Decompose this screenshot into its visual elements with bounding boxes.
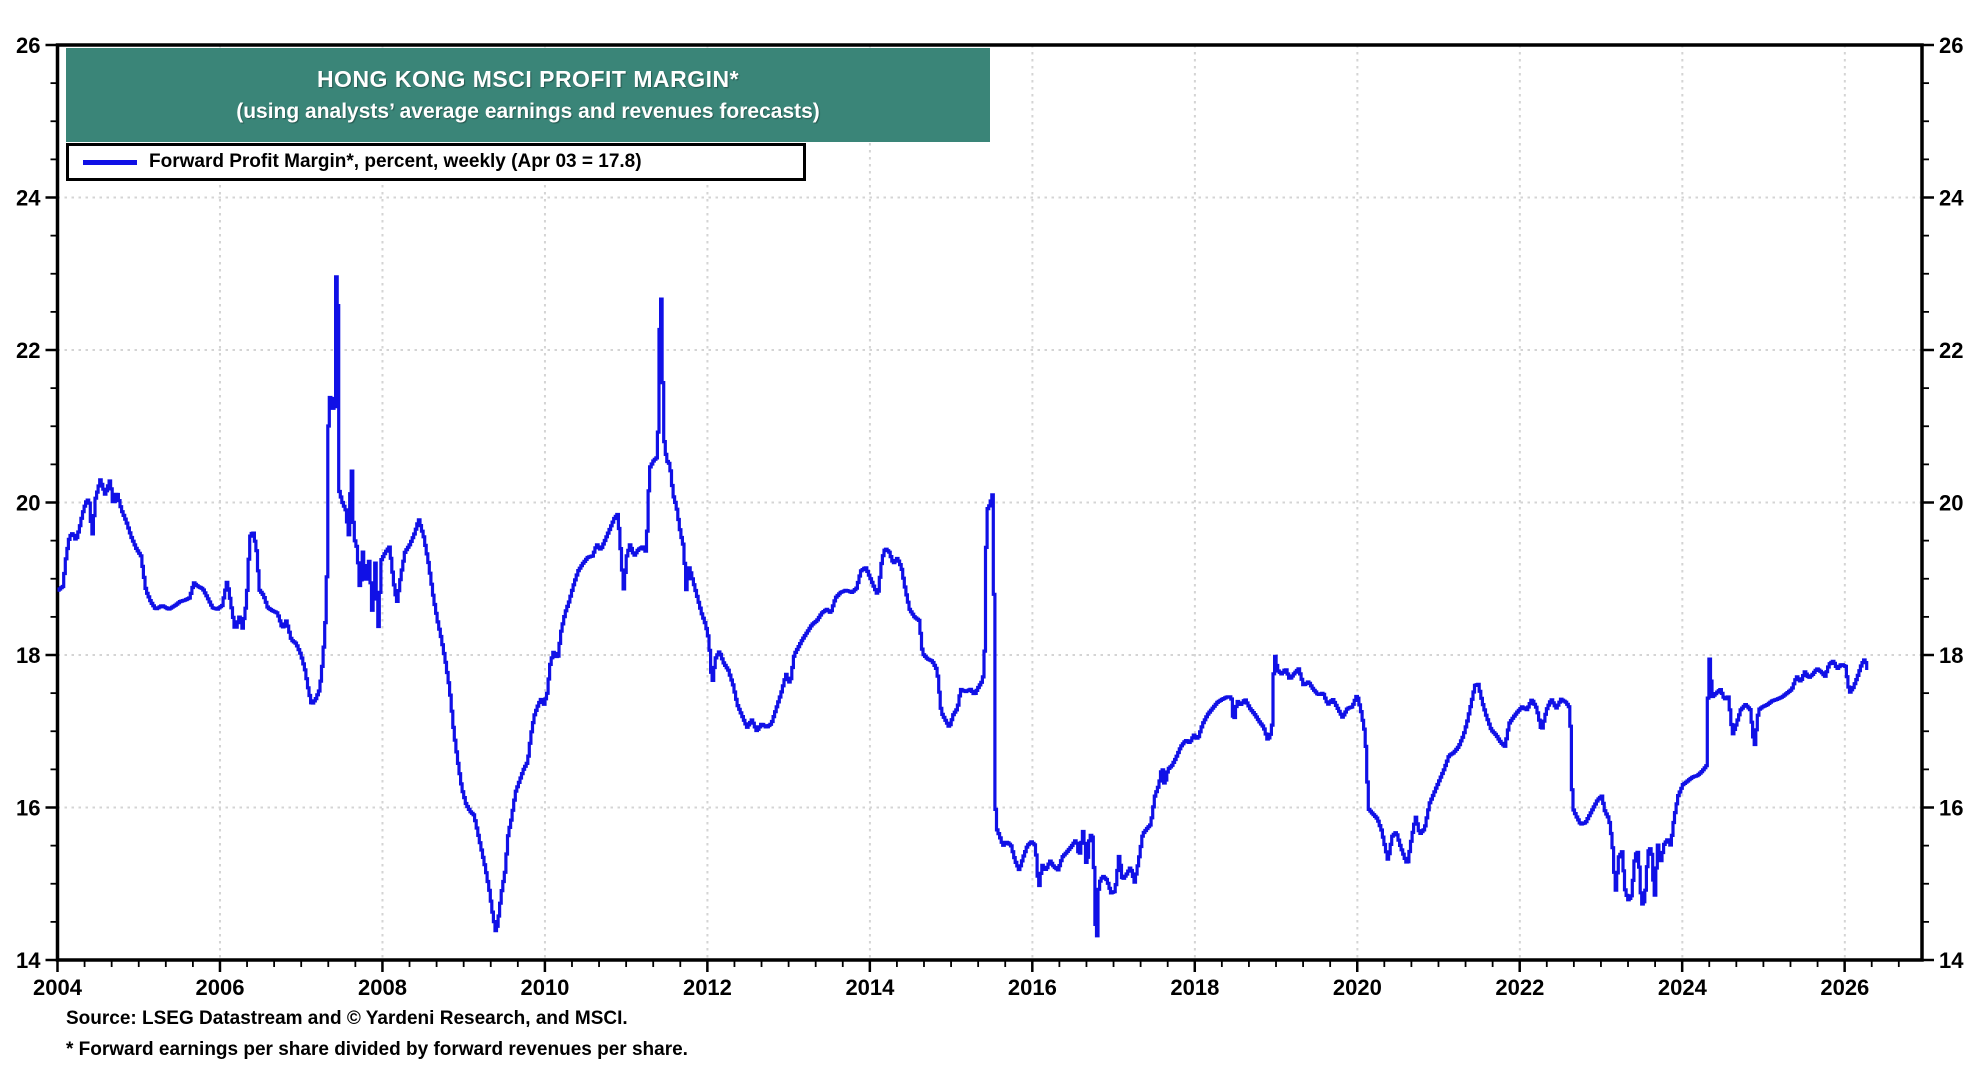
y-axis-label-left: 14: [16, 948, 41, 973]
x-axis-label: 2022: [1495, 975, 1544, 1000]
y-axis-label-right: 20: [1939, 491, 1963, 516]
x-axis-label: 2026: [1820, 975, 1869, 1000]
y-axis-label-left: 20: [16, 491, 40, 516]
legend-line-swatch: [83, 159, 137, 165]
chart-title: HONG KONG MSCI PROFIT MARGIN*: [316, 66, 740, 92]
x-axis-label: 2014: [845, 975, 895, 1000]
chart-subtitle: (using analysts’ average earnings and re…: [236, 100, 820, 123]
y-axis-label-right: 16: [1939, 796, 1963, 821]
x-axis-label: 2010: [520, 975, 569, 1000]
y-axis-label-right: 14: [1939, 948, 1964, 973]
source-text: Source: LSEG Datastream and © Yardeni Re…: [66, 1008, 628, 1029]
y-axis-label-left: 18: [16, 643, 40, 668]
legend-label: Forward Profit Margin*, percent, weekly …: [149, 151, 642, 172]
y-axis-label-right: 24: [1939, 186, 1964, 211]
legend: Forward Profit Margin*, percent, weekly …: [66, 143, 806, 181]
plot-frame: [55, 43, 1924, 962]
x-axis-label: 2012: [683, 975, 732, 1000]
y-axis-label-right: 18: [1939, 643, 1963, 668]
y-axis-label-left: 26: [16, 33, 40, 58]
forward-profit-margin-line: [57, 275, 1869, 938]
x-axis-label: 2020: [1333, 975, 1382, 1000]
y-axis-label-right: 26: [1939, 33, 1963, 58]
y-axis-label-right: 22: [1939, 338, 1963, 363]
y-axis-label-left: 24: [16, 186, 41, 211]
x-axis-label: 2018: [1170, 975, 1219, 1000]
chart-title-box: HONG KONG MSCI PROFIT MARGIN* (using ana…: [66, 48, 990, 142]
x-axis-label: 2016: [1008, 975, 1057, 1000]
y-axis-label-left: 22: [16, 338, 40, 363]
x-axis-label: 2008: [358, 975, 407, 1000]
x-axis-label: 2006: [196, 975, 245, 1000]
source-block: Source: LSEG Datastream and © Yardeni Re…: [66, 1008, 688, 1061]
x-axis-label: 2004: [33, 975, 83, 1000]
footnote-text: * Forward earnings per share divided by …: [66, 1039, 688, 1060]
y-axis-label-left: 16: [16, 796, 40, 821]
x-axis-label: 2024: [1658, 975, 1708, 1000]
